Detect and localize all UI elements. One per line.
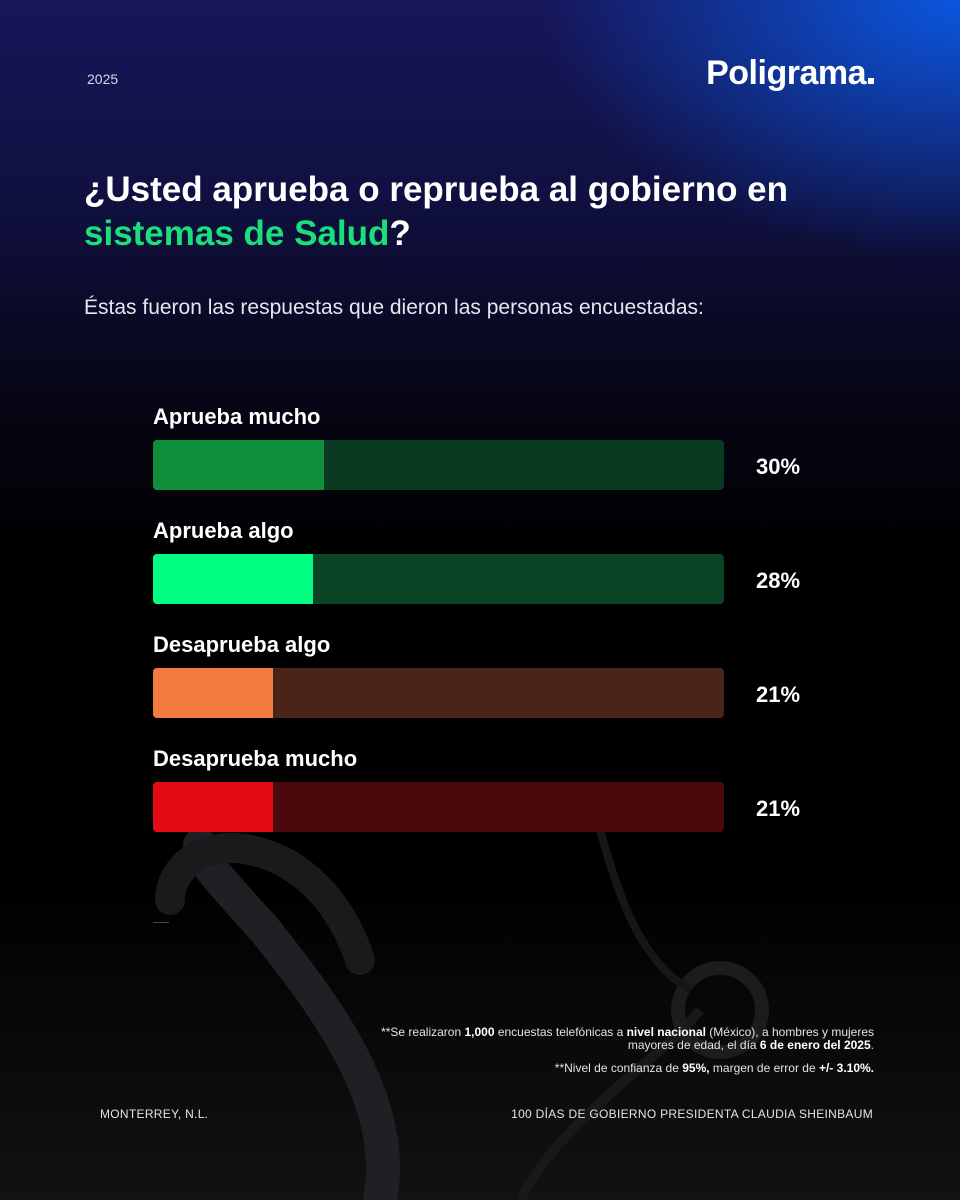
bar-fill (153, 668, 273, 718)
footnote-bold: 95%, (682, 1061, 710, 1075)
bar-value-label: 21% (756, 796, 801, 821)
title-end: ? (389, 214, 411, 253)
divider (153, 922, 169, 923)
bar-row-aprueba-mucho: Aprueba mucho 30% (153, 404, 833, 504)
year-label: 2025 (87, 71, 119, 87)
footnote-bold: 1,000 (464, 1025, 495, 1039)
confidence-footnote: **Nivel de confianza de 95%, margen de e… (354, 1062, 874, 1075)
bar-track (153, 440, 724, 490)
bar-row-desaprueba-mucho: Desaprueba mucho 21% (153, 746, 833, 846)
bar-fill (153, 554, 313, 604)
footnote-text: encuestas telefónicas a (494, 1025, 627, 1039)
brand-logo: Poligrama (706, 54, 874, 93)
footnote-bold: nivel nacional (626, 1025, 706, 1039)
survey-footnote: **Se realizaron 1,000 encuestas telefóni… (354, 1026, 874, 1052)
bar-fill (153, 782, 273, 832)
logo-dot-icon (868, 78, 874, 84)
footnote-text: **Nivel de confianza de (554, 1061, 683, 1075)
chart-subtitle: Éstas fueron las respuestas que dieron l… (84, 296, 704, 319)
bar-track (153, 554, 724, 604)
footer-campaign: 100 DÍAS DE GOBIERNO PRESIDENTA CLAUDIA … (511, 1107, 873, 1121)
bar-row-desaprueba-algo: Desaprueba algo 21% (153, 632, 833, 732)
bar-label: Desaprueba algo (153, 632, 331, 657)
bar-value-label: 21% (756, 682, 801, 707)
title-start: ¿Usted aprueba o reprueba al gobierno en (84, 170, 789, 209)
bar-track (153, 782, 724, 832)
brand-logo-text: Poligrama (706, 54, 866, 92)
bar-label: Desaprueba mucho (153, 746, 358, 771)
footnote-text: . (870, 1038, 874, 1052)
chart-title: ¿Usted aprueba o reprueba al gobierno en… (84, 168, 884, 256)
title-accent: sistemas de Salud (84, 214, 390, 253)
footnote-text: **Se realizaron (381, 1025, 465, 1039)
footnote-bold: +/- 3.10%. (818, 1061, 874, 1075)
bar-label: Aprueba algo (153, 518, 294, 543)
footnote-text: margen de error de (709, 1061, 819, 1075)
footer-location: MONTERREY, N.L. (100, 1107, 209, 1121)
footnote-text: (México), a hombres y mujeres mayores de… (627, 1025, 874, 1052)
bar-row-aprueba-algo: Aprueba algo 28% (153, 518, 833, 618)
footnote-bold: 6 de enero del 2025 (759, 1038, 871, 1052)
bar-track (153, 668, 724, 718)
bar-value-label: 28% (756, 568, 801, 593)
bar-value-label: 30% (756, 454, 801, 479)
bar-fill (153, 440, 325, 490)
bar-label: Aprueba mucho (153, 404, 321, 429)
